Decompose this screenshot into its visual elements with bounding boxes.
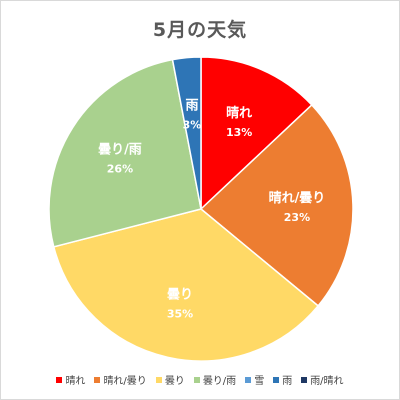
pie-slice-name-2: 曇り: [167, 288, 193, 303]
pie-slice-value-0: 13%: [226, 126, 252, 139]
pie-slice-name-3: 曇り/雨: [98, 143, 142, 158]
chart-legend: 晴れ 晴れ/曇り 曇り 曇り/雨 雪 雨 雨/晴れ: [1, 372, 399, 387]
legend-swatch-6: [301, 376, 308, 383]
legend-swatch-3: [193, 376, 200, 383]
legend-item-4: 雪: [245, 372, 264, 387]
legend-swatch-4: [245, 376, 252, 383]
pie-slice-value-5: 3%: [183, 118, 202, 131]
legend-label-2: 曇り: [164, 376, 185, 387]
chart-title: 5月の天気: [152, 19, 248, 41]
legend-label-3: 曇り/雨: [202, 376, 237, 387]
legend-swatch-5: [273, 376, 280, 383]
legend-label-1: 晴れ/曇り: [103, 376, 147, 387]
legend-label-4: 雪: [254, 376, 265, 387]
legend-swatch-2: [155, 376, 162, 383]
legend-item-2: 曇り: [155, 372, 185, 387]
legend-item-3: 曇り/雨: [193, 372, 237, 387]
pie-slice-3: [48, 58, 202, 248]
pie-slice-value-3: 26%: [107, 163, 133, 176]
pie-slice-1: [199, 103, 354, 307]
pie-slice-2: [52, 208, 320, 362]
pie-slice-value-1: 23%: [284, 211, 310, 224]
legend-swatch-1: [94, 376, 101, 383]
legend-item-1: 晴れ/曇り: [94, 372, 147, 387]
legend-item-6: 雨/晴れ: [301, 372, 344, 387]
legend-label-5: 雨: [282, 376, 293, 387]
pie-slice-name-1: 晴れ/曇り: [269, 190, 326, 206]
pie-slice-value-2: 35%: [167, 308, 193, 321]
pie-slice-name-0: 晴れ: [226, 105, 252, 121]
pie-slice-5: [171, 56, 202, 210]
legend-item-0: 晴れ: [56, 372, 85, 387]
legend-label-0: 晴れ: [65, 376, 86, 387]
pie-slice-name-5: 雨: [185, 98, 198, 113]
legend-item-5: 雨: [273, 372, 292, 387]
pie-slice-0: [200, 56, 313, 211]
legend-swatch-0: [56, 376, 63, 383]
legend-label-6: 雨/晴れ: [310, 376, 344, 387]
